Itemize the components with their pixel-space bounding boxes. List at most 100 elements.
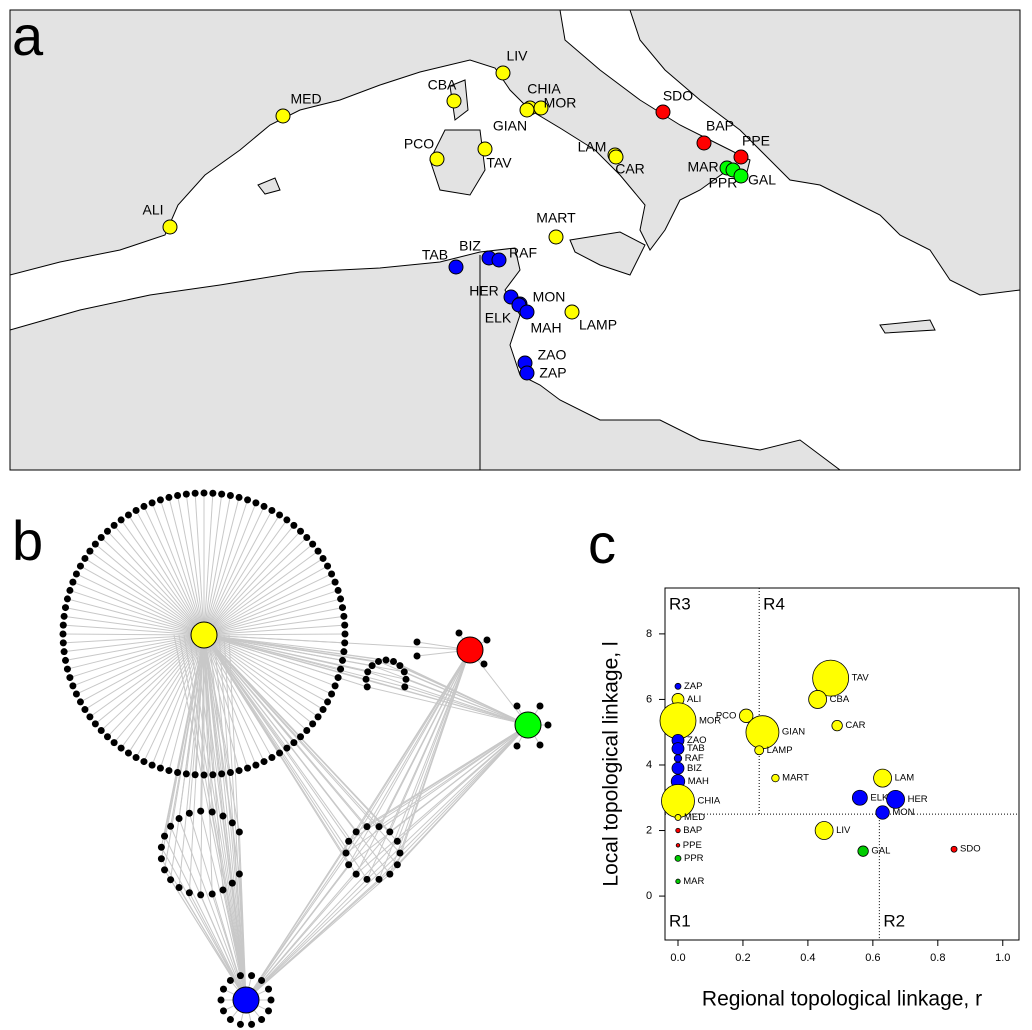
node [363, 875, 371, 883]
edge [203, 634, 313, 725]
land-north-west [9, 9, 751, 276]
node [124, 511, 132, 519]
node [86, 547, 94, 555]
edge [120, 634, 205, 749]
edge [203, 543, 313, 636]
node [208, 808, 216, 816]
node [339, 604, 347, 612]
node [375, 875, 383, 883]
edge [159, 634, 205, 769]
edge [164, 835, 247, 1001]
site-label: TAV [486, 155, 512, 171]
node [157, 855, 165, 863]
node [319, 706, 327, 714]
node [297, 527, 305, 535]
node [226, 976, 234, 984]
point [745, 715, 780, 750]
node [182, 770, 190, 778]
point-label: MED [684, 812, 705, 823]
node [61, 604, 69, 612]
edge [399, 724, 529, 854]
edge [203, 634, 224, 817]
edge [203, 558, 324, 636]
node [191, 489, 199, 497]
node [536, 702, 544, 710]
node [157, 843, 165, 851]
edge [185, 494, 205, 636]
point-label: GAL [871, 846, 890, 857]
point-label: SDO [960, 844, 981, 855]
edge [188, 634, 205, 814]
edge [151, 634, 205, 766]
node [61, 656, 69, 664]
edge [69, 634, 205, 679]
edge [63, 634, 205, 644]
edge [143, 634, 205, 762]
node [389, 657, 397, 665]
point [673, 754, 683, 763]
node [59, 639, 67, 647]
node [265, 985, 273, 993]
site-label: ZAO [538, 347, 567, 363]
node [161, 866, 169, 874]
edge [200, 810, 247, 1001]
site-marker [477, 141, 493, 157]
node [258, 976, 266, 984]
edge [245, 878, 380, 1001]
edge [177, 495, 205, 636]
node [341, 621, 349, 629]
node [396, 849, 404, 857]
point-label: ELK [870, 792, 889, 803]
edge [62, 633, 205, 636]
node [60, 612, 68, 620]
edge [203, 634, 213, 894]
land-africa [9, 247, 842, 471]
node [60, 648, 68, 656]
edge [203, 494, 223, 636]
site-label: CHIA [527, 81, 561, 97]
point-label: CHIA [697, 796, 720, 807]
edge [389, 724, 529, 833]
edge [203, 634, 249, 769]
node [342, 849, 350, 857]
edge [231, 822, 247, 1001]
site-label: GAL [748, 172, 776, 188]
island-balearic [257, 177, 281, 195]
node [59, 621, 67, 629]
node [140, 502, 148, 510]
edge [203, 634, 350, 865]
site-label: MON [533, 289, 566, 305]
point [831, 720, 843, 732]
site-marker [495, 65, 511, 81]
node [252, 499, 260, 507]
node [324, 562, 332, 570]
node [132, 754, 140, 762]
edge [89, 550, 205, 636]
x-tick-label: 0.2 [735, 952, 750, 964]
point-label: CBA [830, 694, 850, 705]
node [340, 612, 348, 620]
node [341, 630, 349, 638]
edge [396, 724, 529, 842]
node [341, 639, 349, 647]
edge [183, 634, 247, 1001]
node [235, 870, 243, 878]
edge [89, 634, 205, 718]
edge [203, 634, 319, 718]
node [97, 533, 105, 541]
node [236, 1020, 244, 1028]
node [218, 770, 226, 778]
site-label: TAB [422, 247, 448, 263]
node [382, 656, 390, 664]
nodes [59, 489, 552, 1028]
node [244, 764, 252, 772]
point-label: CAR [845, 720, 865, 731]
x-tick-label: 0.8 [930, 952, 945, 964]
node [117, 744, 125, 752]
point-label: MAH [688, 776, 709, 787]
site-label: ZAP [539, 365, 566, 381]
node [156, 496, 164, 504]
node [86, 713, 94, 721]
node [536, 741, 544, 749]
site-label: ALI [142, 202, 163, 218]
